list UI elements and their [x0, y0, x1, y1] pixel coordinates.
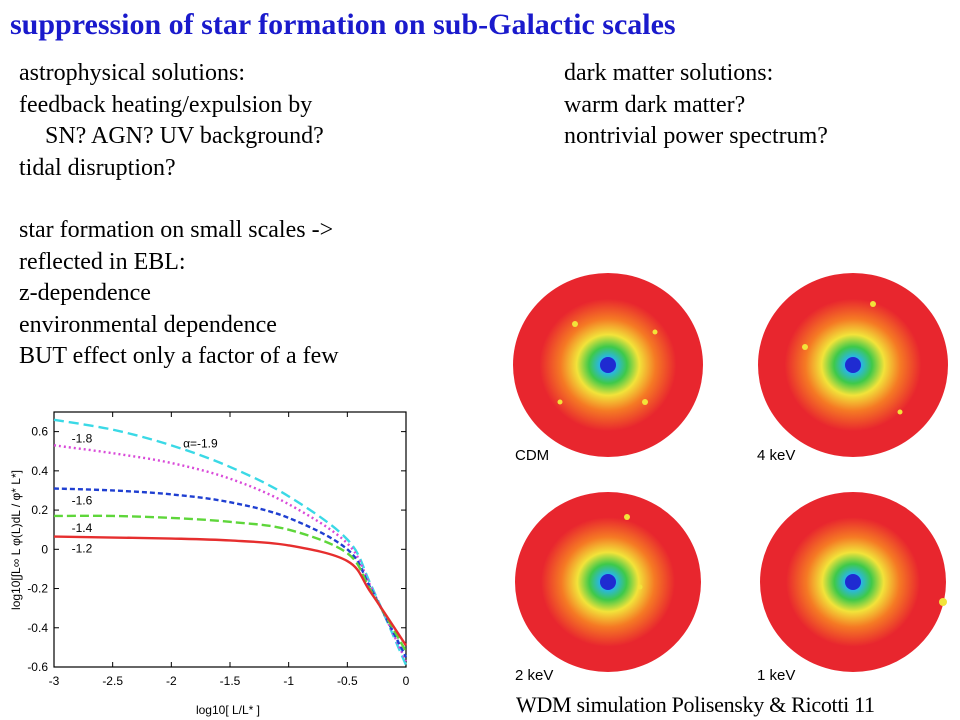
series-label: -1.2 — [72, 542, 93, 556]
series-line — [53, 535, 407, 647]
y-tick-label: -0.6 — [27, 660, 48, 674]
series-line — [53, 418, 408, 666]
luminosity-chart: -0.6-0.4-0.200.20.40.6 -3 -2.5 -2 -1.5 -1 -0.… — [9, 411, 410, 717]
text-line: z-dependence — [19, 280, 151, 306]
text-line: nontrivial power spectrum? — [564, 123, 828, 149]
y-tick-label: -0.4 — [27, 621, 48, 635]
halo-core — [845, 574, 861, 590]
text-line: feedback heating/expulsion by — [19, 91, 313, 118]
halo-label: 4 keV — [757, 447, 795, 464]
text-line: dark matter solutions: — [564, 60, 774, 86]
subhalo — [557, 399, 563, 405]
series-group — [53, 418, 408, 666]
subhalo — [939, 598, 947, 606]
halo-panel-1kev: 1 keV — [757, 492, 947, 684]
subhalo — [870, 301, 876, 307]
series-line — [53, 444, 408, 662]
wdm-halo-panels: CDM 4 keV 2 keV 1 keV — [513, 273, 948, 684]
series-label: α=-1.9 — [183, 436, 218, 450]
halo-label: 2 keV — [515, 667, 553, 684]
x-tick-label: -1 — [283, 674, 294, 688]
halo-label: 1 keV — [757, 667, 795, 684]
simulation-credit: WDM simulation Polisensky & Ricotti 11 — [516, 692, 875, 717]
x-tick-label: -0.5 — [337, 674, 358, 688]
subhalo — [572, 321, 578, 327]
y-axis: -0.6 -0.4 -0.2 0 0.2 0.4 0.6 — [27, 425, 406, 674]
series-label: -1.8 — [72, 431, 93, 445]
y-tick-label: 0.4 — [31, 464, 48, 478]
series-labels: α=-1.9 -1.8 -1.6 -1.4 -1.2 — [72, 431, 218, 555]
text-line: warm dark matter? — [564, 91, 746, 118]
y-tick-label: -0.2 — [27, 582, 48, 596]
x-tick-label: -3 — [49, 674, 60, 688]
halo-panel-2kev: 2 keV — [515, 492, 701, 684]
x-tick-label: -1.5 — [220, 674, 241, 688]
x-axis-label: log10[ L/L* ] — [196, 703, 260, 717]
subhalo — [624, 514, 630, 520]
halo-core — [845, 357, 861, 373]
y-tick-label: 0.6 — [31, 425, 48, 439]
halo-panel-cdm: CDM — [513, 273, 703, 464]
series-label: -1.6 — [72, 494, 93, 508]
series-line — [53, 487, 408, 658]
subhalo — [897, 409, 903, 415]
subhalo — [642, 399, 648, 405]
y-axis-label: log10[∫L∞ L φ(L)dL / φ* L*] — [9, 470, 23, 610]
text-line: environmental dependence — [19, 311, 277, 338]
text-line: SN? AGN? UV background? — [45, 123, 324, 149]
halo-panel-4kev: 4 keV — [757, 273, 948, 464]
halo-label: CDM — [515, 447, 549, 464]
subhalo — [637, 584, 643, 590]
halo-core — [600, 574, 616, 590]
y-tick-label: 0.2 — [31, 503, 48, 517]
astrophysical-solutions-block: astrophysical solutions: feedback heatin… — [19, 58, 324, 184]
slide-title: suppression of star formation on sub-Gal… — [10, 8, 676, 41]
text-line: star formation on small scales -> — [19, 217, 334, 243]
x-axis: -3 -2.5 -2 -1.5 -1 -0.5 0 — [49, 412, 410, 688]
subhalo — [652, 329, 658, 335]
x-tick-label: -2.5 — [102, 674, 123, 688]
ebl-block: star formation on small scales -> reflec… — [19, 215, 339, 373]
dark-matter-solutions-block: dark matter solutions: warm dark matter?… — [564, 58, 828, 153]
text-line: reflected in EBL: — [19, 248, 186, 275]
text-line: astrophysical solutions: — [19, 60, 245, 86]
x-tick-label: 0 — [403, 674, 410, 688]
y-tick-label: 0 — [41, 542, 48, 556]
series-label: -1.4 — [72, 521, 93, 535]
text-line: tidal disruption? — [19, 154, 176, 181]
halo-core — [600, 357, 616, 373]
text-line: BUT effect only a factor of a few — [19, 343, 339, 369]
subhalo — [802, 344, 808, 350]
x-tick-label: -2 — [166, 674, 177, 688]
